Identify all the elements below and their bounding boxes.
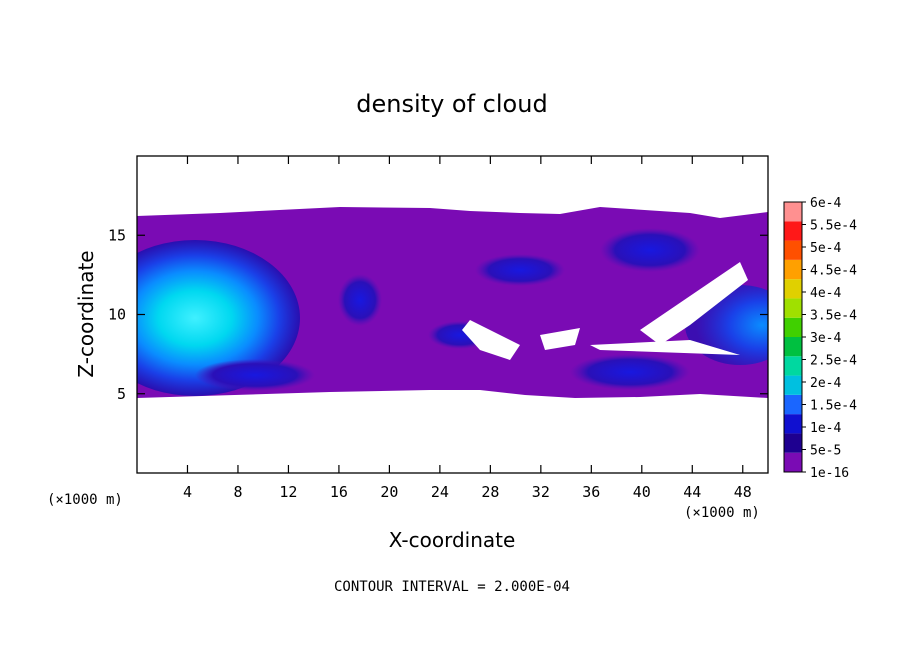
colorbar-swatch [784, 356, 802, 376]
cloud-patch [600, 228, 700, 272]
colorbar-swatch [784, 202, 802, 222]
y-tick-label: 15 [108, 226, 126, 244]
y-unit-label: (×1000 m) [47, 492, 123, 508]
cloud-patch [570, 354, 690, 390]
x-tick-label: 8 [233, 483, 242, 501]
clear-gap [540, 328, 580, 350]
colorbar-label: 3.5e-4 [810, 309, 857, 324]
x-unit-label: (×1000 m) [684, 505, 760, 521]
colorbar-swatch [784, 259, 802, 280]
colorbar-swatch [784, 221, 802, 241]
y-tick-label: 5 [117, 385, 126, 403]
colorbar-swatch [784, 337, 802, 357]
colorbar-swatch [784, 452, 802, 472]
colorbar-swatch [784, 240, 802, 260]
colorbar-swatch [784, 394, 802, 415]
x-tick-label: 12 [279, 483, 297, 501]
x-tick-label: 4 [183, 483, 192, 501]
x-tick-label: 32 [532, 483, 550, 501]
colorbar-label: 5e-4 [810, 241, 841, 256]
x-tick-label: 44 [683, 483, 701, 501]
colorbar-label: 1.5e-4 [810, 399, 857, 414]
colorbar-label: 2e-4 [810, 376, 841, 391]
clear-gap [590, 340, 740, 355]
colorbar-label: 4e-4 [810, 286, 841, 301]
x-tick-label: 24 [431, 483, 449, 501]
x-tick-label: 36 [582, 483, 600, 501]
colorbar-label: 4.5e-4 [810, 264, 857, 279]
cloud-patch [338, 274, 382, 326]
x-axis-title: X-coordinate [389, 528, 516, 552]
colorbar-label: 5.5e-4 [810, 219, 857, 234]
x-tick-label: 28 [481, 483, 499, 501]
y-tick-label: 10 [108, 306, 126, 324]
y-axis-title: Z-coordinate [74, 250, 98, 377]
chart-title: density of cloud [356, 90, 547, 118]
colorbar-swatch [784, 298, 802, 318]
y-axis: 5 10 15 [108, 226, 768, 403]
cloud-patch [475, 254, 565, 286]
colorbar-swatch [784, 433, 802, 453]
x-tick-label: 40 [633, 483, 651, 501]
colorbar-swatch [784, 414, 802, 434]
colorbar-label: 1e-16 [810, 466, 849, 481]
colorbar-label: 2.5e-4 [810, 354, 857, 369]
colorbar-swatch [784, 317, 802, 337]
x-tick-label: 16 [330, 483, 348, 501]
colorbar-label: 5e-5 [810, 444, 841, 459]
density-field [137, 207, 768, 398]
colorbar-label: 1e-4 [810, 421, 841, 436]
clear-gap [640, 262, 748, 345]
x-tick-label: 20 [380, 483, 398, 501]
x-tick-label: 48 [734, 483, 752, 501]
colorbar-swatch [784, 375, 802, 395]
cloud-core-left [137, 240, 300, 396]
colorbar-label: 6e-4 [810, 196, 841, 211]
x-axis: 4 8 12 16 20 24 28 32 36 40 44 48 [183, 156, 752, 501]
cloud-core-low [195, 359, 315, 391]
clear-gap [462, 320, 520, 360]
colorbar-swatch [784, 279, 802, 299]
contour-interval-note: CONTOUR INTERVAL = 2.000E-04 [334, 579, 570, 595]
colorbar-label: 3e-4 [810, 331, 841, 346]
colorbar: 1e-16 5e-5 1e-4 1.5e-4 2e-4 2.5e-4 3e-4 3.5e-4 4… [783, 196, 857, 481]
